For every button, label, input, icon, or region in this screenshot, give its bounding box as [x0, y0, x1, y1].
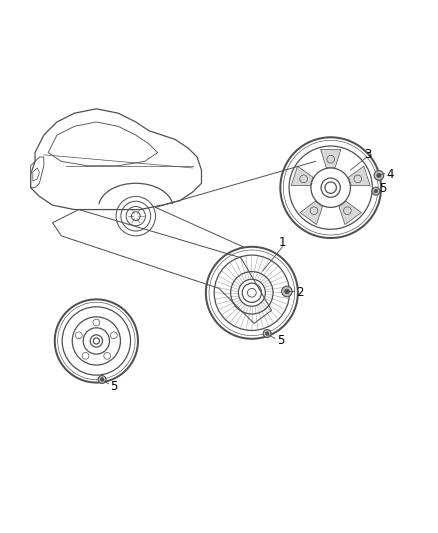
Circle shape: [374, 171, 384, 180]
Text: 2: 2: [296, 286, 304, 300]
Circle shape: [377, 173, 381, 177]
Text: 1: 1: [279, 236, 286, 249]
Circle shape: [285, 289, 289, 294]
Circle shape: [372, 187, 380, 195]
Polygon shape: [339, 201, 361, 224]
Text: 5: 5: [380, 182, 387, 195]
Text: 3: 3: [364, 148, 371, 161]
Circle shape: [100, 378, 104, 381]
Polygon shape: [291, 166, 313, 185]
Text: 5: 5: [110, 381, 117, 393]
Polygon shape: [300, 201, 322, 224]
Circle shape: [374, 189, 378, 193]
Text: 4: 4: [386, 168, 394, 181]
Polygon shape: [349, 166, 370, 185]
Circle shape: [263, 329, 271, 337]
Circle shape: [265, 332, 269, 335]
Circle shape: [282, 286, 292, 297]
Circle shape: [98, 376, 106, 383]
Text: 5: 5: [277, 335, 284, 348]
Polygon shape: [321, 149, 341, 167]
